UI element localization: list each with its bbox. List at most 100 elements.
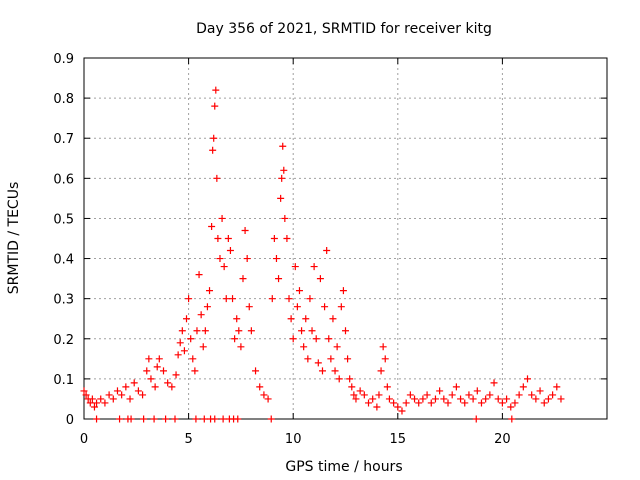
data-point — [245, 303, 253, 311]
data-point — [306, 295, 314, 303]
data-point — [155, 355, 163, 363]
data-point — [532, 395, 540, 403]
data-point — [213, 174, 221, 182]
data-point — [295, 287, 303, 295]
data-point — [494, 395, 502, 403]
data-point — [164, 379, 172, 387]
data-point — [519, 383, 527, 391]
data-point — [168, 383, 176, 391]
data-point — [536, 387, 544, 395]
data-point — [323, 247, 331, 255]
data-point — [214, 235, 222, 242]
data-point — [174, 351, 182, 359]
data-point — [452, 383, 460, 391]
data-point — [427, 399, 435, 407]
data-point — [325, 335, 333, 343]
data-point — [208, 222, 216, 230]
data-point — [191, 367, 199, 375]
data-point — [524, 375, 532, 383]
data-point — [229, 295, 237, 303]
data-point — [477, 399, 485, 407]
x-tick-label: 20 — [494, 432, 511, 447]
data-point — [185, 295, 193, 303]
data-point — [153, 363, 161, 371]
data-point — [444, 399, 452, 407]
x-tick-label: 15 — [390, 432, 407, 447]
data-point — [122, 383, 130, 391]
data-point — [159, 367, 167, 375]
data-point — [126, 395, 134, 403]
data-point — [197, 311, 205, 319]
data-point — [127, 415, 135, 423]
data-point — [321, 303, 329, 311]
data-point — [503, 395, 511, 403]
data-point — [406, 391, 414, 399]
y-tick-label: 0.8 — [53, 92, 74, 107]
data-point — [490, 379, 498, 387]
data-point — [310, 263, 318, 271]
data-point — [377, 367, 385, 375]
data-point — [369, 395, 377, 403]
data-points — [80, 86, 565, 423]
data-point — [507, 403, 515, 411]
y-tick-label: 0.6 — [53, 172, 74, 187]
data-point — [448, 391, 456, 399]
data-point — [277, 194, 285, 202]
data-point — [268, 295, 276, 303]
data-point — [465, 391, 473, 399]
data-point — [440, 395, 448, 403]
data-point — [260, 391, 268, 399]
data-point — [472, 415, 480, 423]
data-point — [327, 355, 335, 363]
y-tick-label: 0.5 — [53, 212, 74, 227]
data-point — [241, 226, 249, 234]
data-point — [211, 415, 219, 423]
data-point — [316, 275, 324, 283]
plot-area-frame — [83, 57, 608, 420]
data-point — [86, 399, 94, 407]
data-point — [293, 303, 301, 311]
data-point — [206, 287, 214, 295]
data-point — [237, 343, 245, 351]
data-point — [352, 395, 360, 403]
data-point — [162, 415, 170, 423]
data-point — [360, 391, 368, 399]
data-point — [105, 391, 113, 399]
data-point — [373, 403, 381, 411]
data-point — [247, 327, 255, 335]
data-point — [381, 355, 389, 363]
data-point — [302, 315, 310, 323]
data-point — [291, 263, 299, 271]
data-point — [350, 391, 358, 399]
y-tick-label: 0.1 — [53, 373, 74, 388]
data-point — [239, 275, 247, 283]
axis-ticks: 0 0.1 0.2 0.3 0.4 0.5 0.6 0.7 0.8 0.9 0 5 10 15 20 — [53, 52, 607, 447]
data-point — [344, 355, 352, 363]
data-point — [90, 403, 98, 411]
data-point — [331, 367, 339, 375]
data-point — [415, 399, 423, 407]
data-point — [195, 271, 203, 279]
data-point — [209, 146, 217, 154]
data-point — [199, 343, 207, 351]
data-point — [130, 379, 138, 387]
data-point — [486, 391, 494, 399]
data-point — [216, 255, 224, 263]
data-point — [365, 399, 373, 407]
data-point — [189, 355, 197, 363]
data-point — [402, 399, 410, 407]
data-point — [544, 395, 552, 403]
data-point — [511, 399, 519, 407]
data-point — [109, 395, 117, 403]
data-point — [272, 255, 280, 263]
data-point — [549, 391, 557, 399]
data-point — [528, 391, 536, 399]
y-tick-label: 0.9 — [53, 52, 74, 67]
data-point — [394, 403, 402, 411]
data-point — [557, 395, 565, 403]
chart-title: Day 356 of 2021, SRMTID for receiver kit… — [196, 21, 492, 37]
data-point — [383, 383, 391, 391]
x-tick-label: 5 — [184, 432, 192, 447]
